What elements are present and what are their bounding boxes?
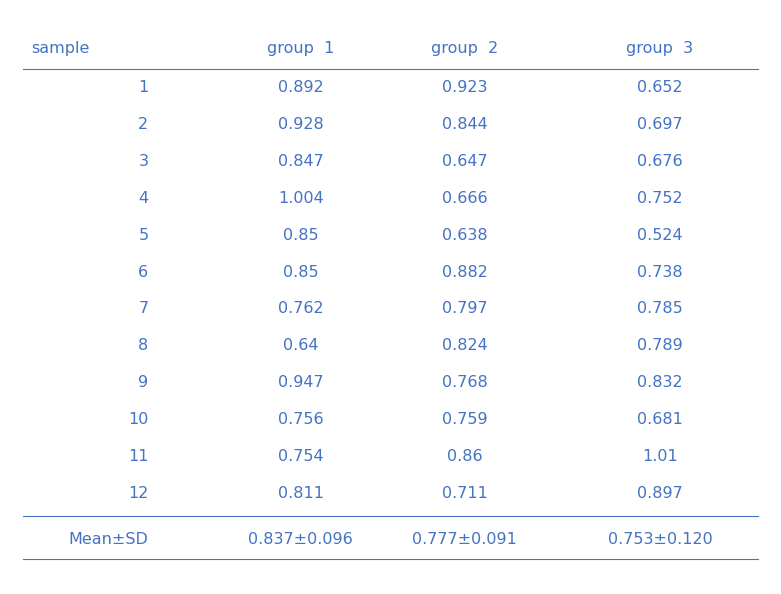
Text: 9: 9 [138, 375, 148, 390]
Text: 1.01: 1.01 [642, 448, 678, 464]
Text: 3: 3 [138, 154, 148, 169]
Text: 0.85: 0.85 [283, 264, 319, 280]
Text: 0.811: 0.811 [278, 485, 323, 501]
Text: 11: 11 [128, 448, 148, 464]
Text: 0.666: 0.666 [442, 191, 487, 206]
Text: 4: 4 [138, 191, 148, 206]
Text: 0.756: 0.756 [278, 412, 323, 427]
Text: 0.824: 0.824 [442, 338, 487, 353]
Text: 8: 8 [138, 338, 148, 353]
Text: 0.928: 0.928 [278, 117, 323, 132]
Text: 0.785: 0.785 [637, 301, 683, 317]
Text: 0.647: 0.647 [442, 154, 487, 169]
Text: 0.768: 0.768 [442, 375, 487, 390]
Text: 0.753±0.120: 0.753±0.120 [608, 532, 712, 547]
Text: 0.754: 0.754 [278, 448, 323, 464]
Text: 0.897: 0.897 [637, 485, 683, 501]
Text: 0.847: 0.847 [278, 154, 323, 169]
Text: 0.882: 0.882 [442, 264, 487, 280]
Text: 0.711: 0.711 [442, 485, 487, 501]
Text: 0.797: 0.797 [442, 301, 487, 317]
Text: sample: sample [31, 40, 90, 56]
Text: 0.524: 0.524 [637, 228, 683, 243]
Text: group  2: group 2 [431, 40, 498, 56]
Text: 2: 2 [138, 117, 148, 132]
Text: 0.676: 0.676 [637, 154, 683, 169]
Text: 0.923: 0.923 [442, 80, 487, 96]
Text: 0.697: 0.697 [637, 117, 683, 132]
Text: 0.64: 0.64 [283, 338, 319, 353]
Text: 0.789: 0.789 [637, 338, 683, 353]
Text: 1: 1 [138, 80, 148, 96]
Text: 0.777±0.091: 0.777±0.091 [412, 532, 517, 547]
Text: 0.681: 0.681 [637, 412, 683, 427]
Text: 12: 12 [128, 485, 148, 501]
Text: 7: 7 [138, 301, 148, 317]
Text: 0.759: 0.759 [442, 412, 487, 427]
Text: 0.86: 0.86 [447, 448, 483, 464]
Text: 0.832: 0.832 [637, 375, 683, 390]
Text: 0.844: 0.844 [442, 117, 487, 132]
Text: 6: 6 [138, 264, 148, 280]
Text: group  3: group 3 [626, 40, 694, 56]
Text: 0.762: 0.762 [278, 301, 323, 317]
Text: 0.652: 0.652 [637, 80, 683, 96]
Text: 0.738: 0.738 [637, 264, 683, 280]
Text: Mean±SD: Mean±SD [69, 532, 148, 547]
Text: group  1: group 1 [267, 40, 334, 56]
Text: 10: 10 [128, 412, 148, 427]
Text: 0.638: 0.638 [442, 228, 487, 243]
Text: 0.837±0.096: 0.837±0.096 [248, 532, 353, 547]
Text: 1.004: 1.004 [278, 191, 323, 206]
Text: 0.752: 0.752 [637, 191, 683, 206]
Text: 0.947: 0.947 [278, 375, 323, 390]
Text: 0.85: 0.85 [283, 228, 319, 243]
Text: 5: 5 [138, 228, 148, 243]
Text: 0.892: 0.892 [278, 80, 323, 96]
